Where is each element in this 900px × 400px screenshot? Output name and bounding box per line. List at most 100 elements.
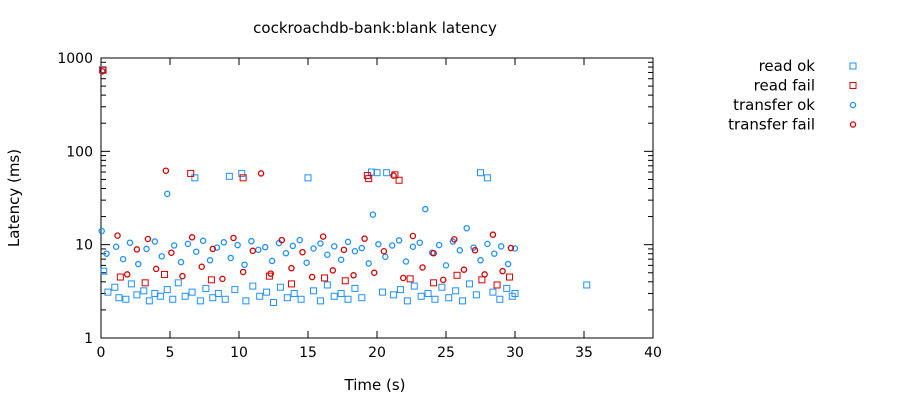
transfer-ok-point xyxy=(184,240,192,248)
read-fail-point xyxy=(478,276,486,284)
transfer-ok-point xyxy=(303,259,310,267)
legend-label-transfer-fail: transfer fail xyxy=(728,116,815,134)
y-tick-label: 1 xyxy=(84,331,93,347)
read-ok-point xyxy=(452,287,460,295)
read-ok-point xyxy=(98,66,106,74)
read-ok-point xyxy=(383,169,391,177)
read-ok-point xyxy=(214,289,222,297)
transfer-fail-point xyxy=(133,246,141,253)
read-ok-point xyxy=(297,295,305,303)
transfer-fail-point xyxy=(451,236,458,243)
transfer-fail-point xyxy=(308,273,316,281)
read-ok-point xyxy=(316,297,324,305)
transfer-fail-point xyxy=(430,249,437,257)
transfer-fail-point xyxy=(99,68,106,75)
legend-marker-read-fail xyxy=(849,82,857,89)
transfer-fail-point xyxy=(419,264,426,271)
read-ok-point xyxy=(438,283,446,291)
transfer-fail-point xyxy=(489,231,497,238)
read-ok-point xyxy=(202,284,210,292)
transfer-ok-point xyxy=(369,211,377,218)
transfer-ok-point xyxy=(351,248,359,255)
read-ok-point xyxy=(445,294,453,302)
transfer-ok-point xyxy=(220,239,228,246)
read-ok-point xyxy=(489,288,497,296)
read-ok-point xyxy=(304,174,312,182)
transfer-fail-point xyxy=(188,234,196,241)
read-ok-point xyxy=(351,284,359,292)
read-fail-point xyxy=(141,279,149,287)
read-ok-point xyxy=(270,299,277,307)
read-ok-point xyxy=(465,280,473,288)
transfer-fail-point xyxy=(162,167,170,174)
read-ok-point xyxy=(169,295,177,303)
read-ok-point xyxy=(225,172,233,180)
read-ok-point xyxy=(209,294,217,302)
read-fail-point xyxy=(453,271,461,279)
transfer-ok-point xyxy=(206,257,214,264)
transfer-ok-point xyxy=(497,243,505,250)
transfer-ok-point xyxy=(261,243,269,251)
read-ok-point xyxy=(477,169,484,177)
read-ok-point xyxy=(140,287,148,295)
transfer-fail-point xyxy=(123,271,131,278)
y-tick-label: 1000 xyxy=(57,51,93,67)
transfer-fail-point xyxy=(471,247,479,254)
x-tick-label: 20 xyxy=(368,345,386,361)
read-fail-point xyxy=(239,174,247,182)
read-ok-point xyxy=(191,174,199,182)
transfer-fail-point xyxy=(299,248,306,256)
transfer-ok-point xyxy=(158,253,165,260)
transfer-ok-point xyxy=(358,244,366,252)
transfer-ok-point xyxy=(416,239,424,246)
read-ok-point xyxy=(310,287,318,295)
transfer-fail-point xyxy=(460,266,468,273)
read-ok-point xyxy=(115,294,123,302)
read-ok-point xyxy=(104,288,112,296)
read-fail-point xyxy=(287,280,295,288)
transfer-fail-point xyxy=(219,275,226,283)
transfer-ok-point xyxy=(456,247,464,254)
transfer-fail-point xyxy=(439,276,447,284)
x-tick-label: 5 xyxy=(166,345,175,361)
read-ok-point xyxy=(133,291,141,299)
read-ok-point xyxy=(181,292,189,300)
transfer-fail-point xyxy=(390,172,397,179)
transfer-ok-point xyxy=(337,256,345,263)
read-ok-point xyxy=(196,297,204,305)
transfer-ok-point xyxy=(477,257,484,264)
transfer-fail-point xyxy=(198,263,205,270)
transfer-ok-point xyxy=(344,238,352,246)
read-ok-point xyxy=(188,288,196,296)
read-ok-point xyxy=(276,283,284,291)
transfer-ok-point xyxy=(365,260,372,267)
read-ok-point xyxy=(472,291,480,299)
transfer-ok-point xyxy=(422,205,429,213)
transfer-fail-point xyxy=(114,232,121,239)
read-ok-point xyxy=(100,267,108,275)
read-ok-point xyxy=(431,295,439,303)
y-axis-title: Latency (ms) xyxy=(5,149,23,247)
transfer-ok-point xyxy=(395,237,403,244)
legend-label-transfer-ok: transfer ok xyxy=(733,96,815,114)
transfer-fail-point xyxy=(329,267,337,274)
read-ok-point xyxy=(496,295,504,303)
transfer-ok-point xyxy=(248,237,255,245)
transfer-fail-point xyxy=(230,234,237,242)
transfer-ok-point xyxy=(234,241,241,249)
transfer-fail-point xyxy=(380,248,388,255)
transfer-ok-point xyxy=(382,253,389,261)
read-fail-point xyxy=(321,274,329,282)
read-ok-point xyxy=(231,286,239,294)
y-axis: 1 10 100 1000 xyxy=(57,51,653,347)
transfer-fail-point xyxy=(409,232,417,240)
read-ok-point xyxy=(127,280,135,288)
transfer-ok-point xyxy=(511,245,519,252)
transfer-ok-point xyxy=(177,258,185,266)
transfer-ok-point xyxy=(255,246,262,254)
transfer-ok-point xyxy=(135,260,142,268)
transfer-ok-point xyxy=(98,227,105,235)
transfer-fail-point xyxy=(507,244,515,252)
transfer-ok-point xyxy=(192,248,200,255)
